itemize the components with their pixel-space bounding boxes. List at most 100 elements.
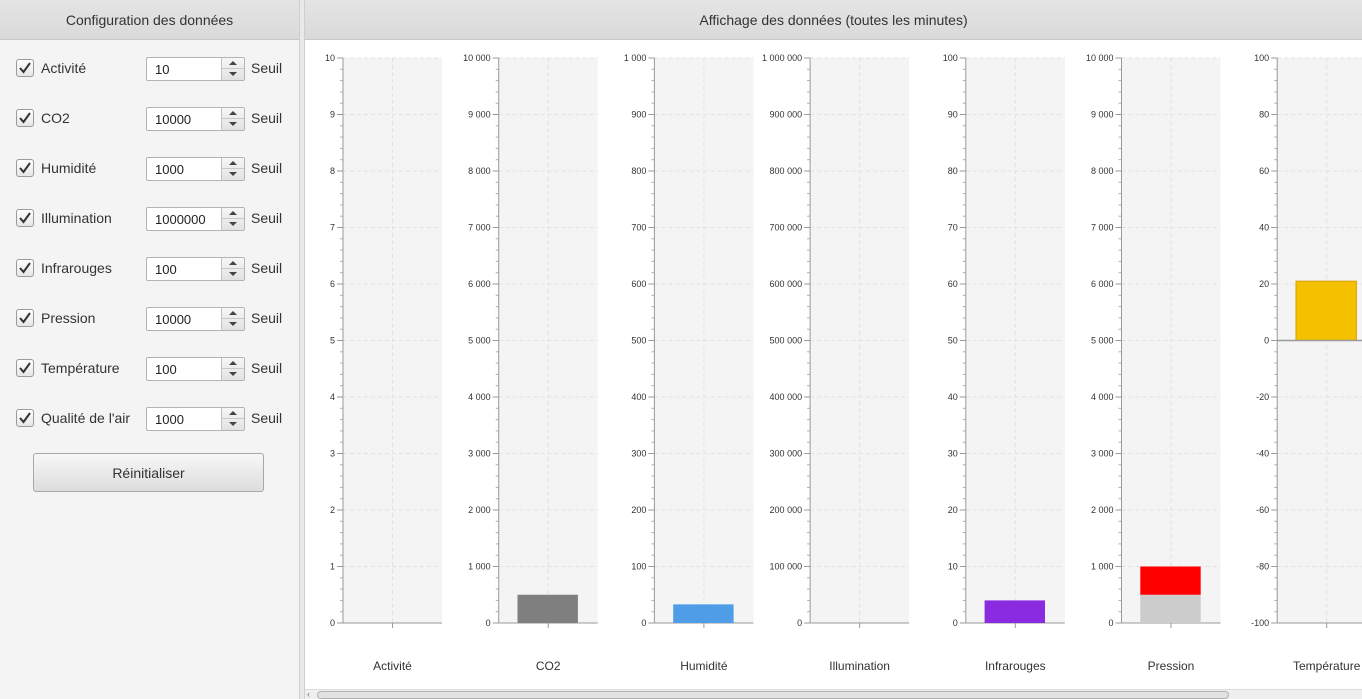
y-tick-label: 1 000 xyxy=(1091,562,1114,572)
y-tick-label: 9 000 xyxy=(1091,110,1114,120)
threshold-label: Seuil xyxy=(251,60,283,76)
y-tick-label: 70 xyxy=(948,223,958,233)
y-tick-label: 6 xyxy=(330,279,335,289)
category-label: Infrarouges xyxy=(985,659,1046,673)
decrement-arrow-icon[interactable] xyxy=(222,69,244,80)
decrement-arrow-icon[interactable] xyxy=(222,119,244,130)
threshold-input-infrarouges[interactable] xyxy=(147,258,229,280)
threshold-label: Seuil xyxy=(251,260,283,276)
y-tick-label: 900 xyxy=(631,110,646,120)
scroll-left-arrow-icon[interactable]: ‹ xyxy=(307,689,310,699)
config-row-activite: Activité Seuil xyxy=(16,57,286,81)
checkbox-pression[interactable] xyxy=(16,309,34,327)
threshold-spinner-co2[interactable] xyxy=(146,107,245,131)
category-label: CO2 xyxy=(536,659,561,673)
checkbox-label: Infrarouges xyxy=(41,260,112,276)
y-tick-label: 60 xyxy=(948,279,958,289)
y-tick-label: 600 xyxy=(631,279,646,289)
check-icon xyxy=(19,312,31,324)
y-tick-label: 400 000 xyxy=(770,392,803,402)
y-tick-label: 9 xyxy=(330,110,335,120)
y-tick-label: 200 xyxy=(631,505,646,515)
threshold-input-humidite[interactable] xyxy=(147,158,229,180)
threshold-input-temperature[interactable] xyxy=(147,358,229,380)
y-tick-label: 100 xyxy=(631,562,646,572)
check-icon xyxy=(19,162,31,174)
checkbox-activite[interactable] xyxy=(16,59,34,77)
threshold-label: Seuil xyxy=(251,210,283,226)
horizontal-scrollbar[interactable]: ‹ xyxy=(305,689,1362,699)
increment-arrow-icon[interactable] xyxy=(222,308,244,319)
y-tick-label: 0 xyxy=(641,618,646,628)
checkbox-temperature[interactable] xyxy=(16,359,34,377)
threshold-label: Seuil xyxy=(251,310,283,326)
increment-arrow-icon[interactable] xyxy=(222,108,244,119)
category-label: Pression xyxy=(1148,659,1195,673)
threshold-spinner-temperature[interactable] xyxy=(146,357,245,381)
threshold-spinner-infrarouges[interactable] xyxy=(146,257,245,281)
threshold-label: Seuil xyxy=(251,410,283,426)
threshold-spinner-humidite[interactable] xyxy=(146,157,245,181)
decrement-arrow-icon[interactable] xyxy=(222,219,244,230)
checkbox-qualite-air[interactable] xyxy=(16,409,34,427)
threshold-spinner-qualite-air[interactable] xyxy=(146,407,245,431)
category-label: Illumination xyxy=(829,659,890,673)
y-tick-label: 8 xyxy=(330,166,335,176)
check-icon xyxy=(19,112,31,124)
increment-arrow-icon[interactable] xyxy=(222,158,244,169)
y-tick-label: 9 000 xyxy=(468,110,491,120)
threshold-spinner-activite[interactable] xyxy=(146,57,245,81)
y-tick-label: -80 xyxy=(1256,562,1269,572)
checkbox-label: Qualité de l'air xyxy=(41,410,131,426)
checkbox-illumination[interactable] xyxy=(16,209,34,227)
split-pane-divider[interactable] xyxy=(299,0,305,699)
y-tick-label: 1 000 xyxy=(468,562,491,572)
y-tick-label: 7 000 xyxy=(1091,223,1114,233)
increment-arrow-icon[interactable] xyxy=(222,208,244,219)
increment-arrow-icon[interactable] xyxy=(222,258,244,269)
decrement-arrow-icon[interactable] xyxy=(222,419,244,430)
increment-arrow-icon[interactable] xyxy=(222,58,244,69)
threshold-input-qualite-air[interactable] xyxy=(147,408,229,430)
threshold-label: Seuil xyxy=(251,110,283,126)
y-tick-label: 3 000 xyxy=(1091,449,1114,459)
category-label: Température xyxy=(1293,659,1361,673)
decrement-arrow-icon[interactable] xyxy=(222,169,244,180)
threshold-spinner-pression[interactable] xyxy=(146,307,245,331)
decrement-arrow-icon[interactable] xyxy=(222,319,244,330)
threshold-spinner-illumination[interactable] xyxy=(146,207,245,231)
threshold-input-pression[interactable] xyxy=(147,308,229,330)
threshold-input-illumination[interactable] xyxy=(147,208,229,230)
y-tick-label: 800 xyxy=(631,166,646,176)
y-tick-label: 200 000 xyxy=(770,505,803,515)
checkbox-label: Illumination xyxy=(41,210,112,226)
y-tick-label: 60 xyxy=(1259,166,1269,176)
increment-arrow-icon[interactable] xyxy=(222,408,244,419)
configuration-header: Configuration des données xyxy=(0,0,299,40)
check-icon xyxy=(19,262,31,274)
y-tick-label: 6 000 xyxy=(468,279,491,289)
decrement-arrow-icon[interactable] xyxy=(222,269,244,280)
checkbox-infrarouges[interactable] xyxy=(16,259,34,277)
checkbox-co2[interactable] xyxy=(16,109,34,127)
config-row-humidite: Humidité Seuil xyxy=(16,157,286,181)
y-tick-label: 6 000 xyxy=(1091,279,1114,289)
y-tick-label: 7 xyxy=(330,223,335,233)
y-tick-label: 10 xyxy=(325,53,335,63)
y-tick-label: 4 xyxy=(330,392,335,402)
y-tick-label: 100 xyxy=(943,53,958,63)
reset-button[interactable]: Réinitialiser xyxy=(33,453,264,492)
y-tick-label: 3 xyxy=(330,449,335,459)
threshold-label: Seuil xyxy=(251,360,283,376)
scrollbar-thumb[interactable] xyxy=(317,691,1229,699)
y-tick-label: -40 xyxy=(1256,449,1269,459)
decrement-arrow-icon[interactable] xyxy=(222,369,244,380)
y-tick-label: 3 000 xyxy=(468,449,491,459)
checkbox-label: Pression xyxy=(41,310,96,326)
y-tick-label: 600 000 xyxy=(770,279,803,289)
increment-arrow-icon[interactable] xyxy=(222,358,244,369)
checkbox-humidite[interactable] xyxy=(16,159,34,177)
threshold-input-activite[interactable] xyxy=(147,58,229,80)
threshold-input-co2[interactable] xyxy=(147,108,229,130)
charts-area: 0 1 2 3 4 5 6 7 8 9 10 Activité 0 1 000 2 000 3 000 4 00… xyxy=(305,0,1362,690)
